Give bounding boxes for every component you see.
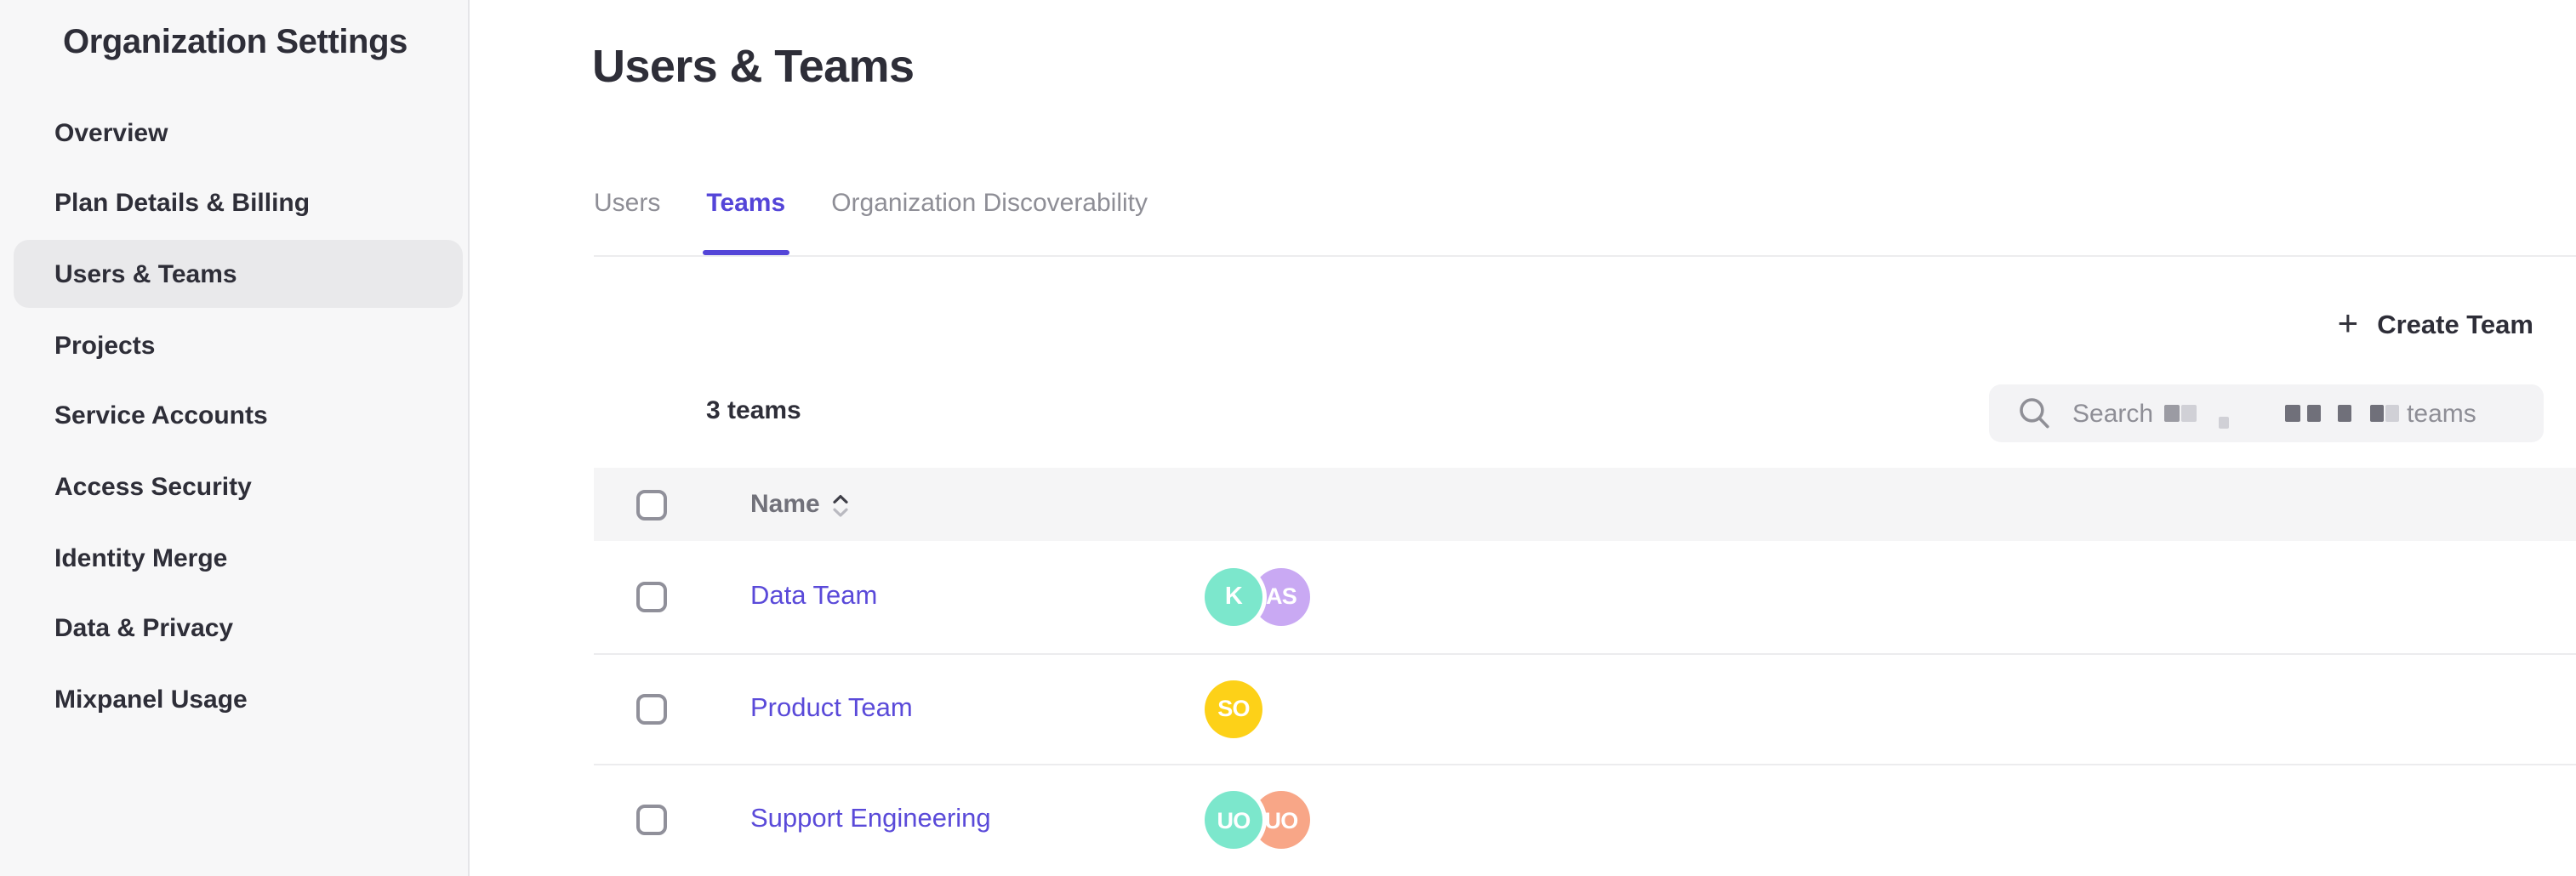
- row-checkbox[interactable]: [636, 581, 667, 612]
- sidebar-item-projects[interactable]: Projects: [14, 311, 463, 379]
- main-content: Users & Teams Users Teams Organization Dis…: [470, 0, 2576, 876]
- team-row-support-engineering: Support Engineering UO UO: [594, 764, 2576, 875]
- sidebar-item-users-teams[interactable]: Users & Teams: [14, 240, 463, 309]
- sidebar-item-label: Mixpanel Usage: [54, 685, 248, 714]
- sidebar-item-label: Projects: [54, 331, 156, 361]
- placeholder-glyph-block: [2337, 405, 2351, 422]
- avatar: K: [1205, 567, 1262, 626]
- team-link[interactable]: Product Team: [750, 693, 913, 723]
- team-link[interactable]: Data Team: [750, 581, 878, 611]
- team-row-product-team: Product Team SO: [594, 652, 2576, 764]
- sidebar-item-label: Data & Privacy: [54, 614, 234, 644]
- sidebar-item-label: Service Accounts: [54, 401, 268, 431]
- placeholder-glyph-block: [2218, 416, 2229, 428]
- team-row-data-team: Data Team K AS: [594, 541, 2576, 652]
- search-placeholder-suffix: teams: [2407, 399, 2476, 428]
- tab-label: Teams: [706, 189, 786, 218]
- search-icon: [2020, 397, 2049, 428]
- sidebar-item-mixpanel-usage[interactable]: Mixpanel Usage: [14, 666, 463, 734]
- sidebar-item-label: Plan Details & Billing: [54, 189, 311, 219]
- row-checkbox[interactable]: [636, 693, 667, 725]
- teams-table-body: Data Team K AS Product Team SO Support Engine…: [594, 541, 2576, 875]
- page-title: Users & Teams: [592, 41, 915, 92]
- create-team-button[interactable]: + Create Team: [2337, 304, 2533, 344]
- sidebar-item-label: Users & Teams: [54, 259, 237, 289]
- table-header-row: Name: [594, 468, 2576, 541]
- sidebar-item-label: Overview: [54, 118, 168, 147]
- select-all-checkbox[interactable]: [636, 489, 667, 520]
- sidebar-nav: Overview Plan Details & Billing Users & Te…: [14, 99, 463, 737]
- sidebar-item-access-security[interactable]: Access Security: [14, 453, 463, 521]
- sidebar: Organization Settings Overview Plan Detai…: [0, 0, 470, 876]
- sidebar-item-identity-merge[interactable]: Identity Merge: [14, 524, 463, 592]
- tab-organization-discoverability[interactable]: Organization Discoverability: [831, 175, 1148, 255]
- team-count-label: 3 teams: [706, 396, 801, 425]
- sort-icon[interactable]: [832, 493, 849, 519]
- placeholder-glyph-block: [2306, 405, 2321, 422]
- search-placeholder: Search teams: [2072, 399, 2476, 428]
- plus-icon: +: [2337, 304, 2359, 344]
- avatar-stack: K AS: [1205, 567, 1310, 626]
- search-placeholder-prefix: Search: [2072, 399, 2154, 428]
- create-team-label: Create Team: [2377, 311, 2533, 340]
- team-link[interactable]: Support Engineering: [750, 805, 991, 834]
- sidebar-item-label: Access Security: [54, 472, 252, 502]
- tab-bar: Users Teams Organization Discoverability: [594, 175, 2576, 257]
- tab-teams[interactable]: Teams: [703, 175, 790, 255]
- avatar-stack: SO: [1205, 680, 1310, 738]
- avatar: UO: [1205, 791, 1262, 850]
- placeholder-glyph-block: [2163, 405, 2180, 422]
- avatar-stack: UO UO: [1205, 791, 1310, 850]
- sidebar-item-plan-details-billing[interactable]: Plan Details & Billing: [14, 169, 463, 237]
- tab-label: Users: [594, 189, 661, 218]
- sidebar-item-label: Identity Merge: [54, 543, 228, 573]
- sidebar-item-overview[interactable]: Overview: [14, 99, 463, 167]
- row-checkbox[interactable]: [636, 805, 667, 836]
- tab-users[interactable]: Users: [594, 175, 660, 255]
- placeholder-glyph-blocks: [2153, 405, 2399, 428]
- placeholder-glyph-block: [2385, 405, 2399, 422]
- tab-label: Organization Discoverability: [831, 189, 1148, 218]
- placeholder-glyph-block: [2369, 405, 2384, 422]
- name-column-header[interactable]: Name: [750, 490, 820, 519]
- placeholder-glyph-block: [2180, 405, 2197, 422]
- placeholder-glyph-block: [2284, 405, 2300, 422]
- sidebar-item-service-accounts[interactable]: Service Accounts: [14, 383, 463, 451]
- search-box[interactable]: Search teams: [1989, 384, 2544, 442]
- sidebar-item-data-privacy[interactable]: Data & Privacy: [14, 595, 463, 663]
- sidebar-title: Organization Settings: [63, 24, 407, 61]
- avatar: SO: [1205, 680, 1262, 738]
